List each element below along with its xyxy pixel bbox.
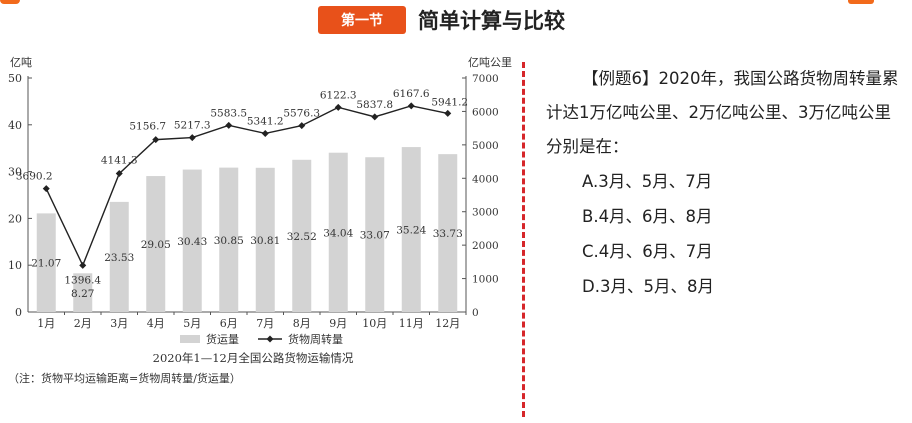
bar-value-label: 8.27 (71, 288, 94, 300)
line-value-label: 5341.2 (247, 115, 284, 127)
y-right-tick-label: 6000 (472, 106, 499, 118)
y-left-tick-label: 30 (8, 166, 22, 179)
bar-7月 (255, 167, 275, 312)
line-value-label: 5583.5 (210, 107, 247, 119)
section-badge: 第一节 (318, 6, 406, 34)
bar-value-label: 33.73 (433, 228, 463, 240)
y-left-tick-label: 20 (8, 212, 22, 225)
line-point-marker (298, 122, 306, 130)
option-c[interactable]: C.4月、6月、7月 (582, 242, 713, 261)
x-tick-label: 1月 (37, 317, 55, 330)
line-point-marker (79, 261, 87, 269)
x-tick-label: 2月 (74, 317, 92, 330)
legend-line-marker (266, 335, 274, 343)
line-point-marker (407, 102, 415, 110)
bar-1月 (36, 213, 56, 312)
bar-5月 (182, 169, 202, 312)
y-left-tick-label: 40 (8, 119, 22, 132)
bar-12月 (438, 154, 458, 312)
option-b[interactable]: B.4月、6月、8月 (582, 207, 713, 226)
dashed-divider (522, 62, 525, 417)
x-tick-label: 8月 (293, 317, 311, 330)
line-point-marker (152, 136, 160, 144)
freight-turnover-line (45, 105, 448, 268)
y-left-tick-label: 10 (8, 259, 22, 272)
x-tick-label: 7月 (256, 317, 274, 330)
bar-6月 (219, 167, 239, 312)
y-right-tick-label: 5000 (472, 140, 499, 152)
line-point-marker (261, 129, 269, 137)
line-point-marker (225, 121, 233, 129)
x-tick-label: 9月 (329, 317, 347, 330)
y-right-tick-label: 1000 (472, 274, 499, 286)
line-value-label: 3690.2 (16, 171, 53, 183)
line-value-label: 1396.4 (64, 274, 101, 286)
legend-line-label: 货物周转量 (288, 332, 343, 346)
legend-bar-label: 货运量 (206, 332, 239, 346)
bar-8月 (292, 159, 312, 312)
line-point-marker (444, 109, 452, 117)
line-value-label: 5837.8 (356, 99, 393, 111)
top-strip (0, 0, 912, 4)
chart-note: （注：货物平均运输距离=货物周转量/货运量） (8, 371, 241, 385)
bar-value-label: 30.85 (214, 235, 244, 247)
bar-9月 (328, 152, 348, 312)
top-left-corner-decoration (0, 0, 20, 4)
section-title: 简单计算与比较 (418, 9, 565, 33)
bar-10月 (365, 157, 385, 312)
x-tick-label: 12月 (435, 317, 460, 330)
bar-value-label: 30.81 (250, 235, 280, 247)
bar-value-label: 35.24 (396, 225, 426, 237)
y-right-tick-label: 0 (472, 307, 479, 319)
x-tick-label: 3月 (110, 317, 128, 330)
x-tick-label: 10月 (362, 317, 387, 330)
line-point-marker (42, 185, 50, 193)
line-value-label: 5217.3 (174, 120, 211, 132)
question-block: 【例题6】2020年，我国公路货物周转量累计达1万亿吨公里、2万亿吨公里、3万亿… (546, 62, 906, 304)
bar-value-label: 34.04 (323, 227, 353, 239)
y-right-tick-label: 2000 (472, 240, 499, 252)
y-right-axis-label: 亿吨公里 (468, 56, 512, 69)
top-right-corner-decoration (848, 0, 874, 4)
bar-value-label: 32.52 (287, 231, 317, 243)
line-point-marker (188, 134, 196, 142)
line-value-label: 4141.3 (101, 155, 138, 167)
question-stem: 【例题6】2020年，我国公路货物周转量累计达1万亿吨公里、2万亿吨公里、3万亿… (546, 69, 899, 156)
y-right-tick-label: 3000 (472, 207, 499, 219)
y-left-tick-label: 0 (15, 306, 22, 319)
y-left-axis-label: 亿吨 (10, 56, 32, 69)
y-right-tick-label: 4000 (472, 173, 499, 185)
line-value-label: 5576.3 (283, 108, 320, 120)
bar-2月 (73, 273, 93, 312)
legend-bar-swatch (180, 335, 200, 343)
bar-value-label: 23.53 (104, 252, 134, 264)
x-tick-label: 6月 (220, 317, 238, 330)
bar-3月 (109, 201, 129, 312)
bar-value-label: 30.43 (177, 236, 207, 248)
bar-value-label: 21.07 (31, 258, 61, 270)
y-left-tick-label: 50 (8, 72, 22, 85)
line-value-label: 5941.2 (431, 96, 468, 108)
x-tick-label: 11月 (399, 317, 424, 330)
line-point-marker (371, 113, 379, 121)
line-value-label: 5156.7 (129, 121, 166, 133)
line-value-label: 6167.6 (393, 88, 430, 100)
freight-chart: 亿吨 亿吨公里 0 10 20 30 40 50 0 1000 2000 3000 4000 5000 60… (8, 56, 512, 385)
x-tick-label: 4月 (147, 317, 165, 330)
chart-title: 2020年1—12月全国公路货物运输情况 (153, 351, 354, 365)
option-d[interactable]: D.3月、5月、8月 (582, 277, 714, 296)
bar-4月 (146, 176, 166, 312)
line-point-marker (115, 170, 123, 178)
option-a[interactable]: A.3月、5月、7月 (582, 172, 713, 191)
y-right-tick-label: 7000 (472, 73, 499, 85)
bar-value-label: 33.07 (360, 230, 390, 242)
bar-11月 (401, 147, 421, 312)
line-point-marker (334, 103, 342, 111)
bar-value-label: 29.05 (141, 239, 171, 251)
line-value-label: 6122.3 (320, 89, 357, 101)
x-tick-label: 5月 (183, 317, 201, 330)
